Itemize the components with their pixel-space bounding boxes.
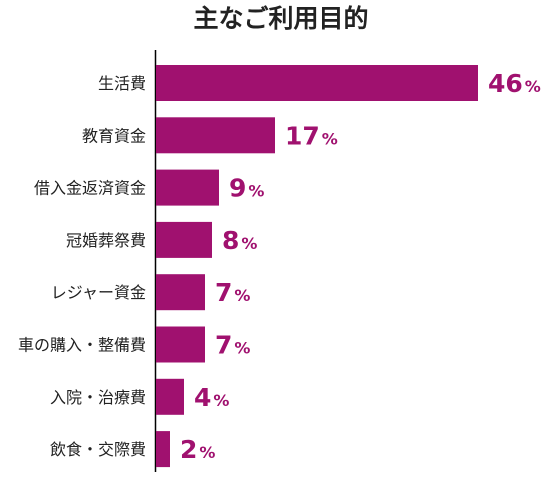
category-label: 教育資金 bbox=[82, 126, 146, 145]
bar bbox=[156, 326, 205, 363]
category-label: 飲食・交際費 bbox=[50, 440, 146, 459]
value-label: 7% bbox=[215, 278, 250, 307]
bar bbox=[156, 65, 478, 101]
value-unit: % bbox=[248, 182, 264, 201]
value-number: 8 bbox=[222, 226, 239, 255]
value-label: 9% bbox=[229, 174, 264, 203]
value-number: 46 bbox=[488, 69, 523, 98]
value-unit: % bbox=[322, 129, 338, 148]
value-unit: % bbox=[241, 234, 257, 253]
value-label: 7% bbox=[215, 331, 250, 360]
bar bbox=[156, 274, 205, 311]
value-unit: % bbox=[525, 77, 541, 96]
category-label: レジャー資金 bbox=[51, 283, 146, 302]
value-label: 17% bbox=[285, 121, 338, 150]
bars-group: 生活費 46 % 教育資金 17 % 借入金返済資金 9 % 冠婚葬祭費 8 % レジャー資金 7 % 車の購… bbox=[18, 65, 541, 468]
bar bbox=[156, 378, 184, 415]
bar bbox=[156, 221, 212, 258]
value-unit: % bbox=[234, 286, 250, 305]
value-label: 46% bbox=[488, 69, 541, 98]
category-label: 入院・治療費 bbox=[50, 388, 146, 407]
category-label: 車の購入・整備費 bbox=[18, 336, 146, 355]
chart-title: 主なご利用目的 bbox=[193, 4, 368, 33]
value-number: 7 bbox=[215, 331, 232, 360]
bar bbox=[156, 169, 219, 206]
category-label: 生活費 bbox=[98, 74, 146, 93]
value-unit: % bbox=[199, 443, 215, 462]
category-label: 冠婚葬祭費 bbox=[66, 231, 146, 250]
value-label: 2% bbox=[180, 435, 215, 464]
value-unit: % bbox=[234, 339, 250, 358]
value-number: 9 bbox=[229, 174, 246, 203]
category-label: 借入金返済資金 bbox=[34, 179, 146, 198]
value-unit: % bbox=[213, 391, 229, 410]
value-number: 2 bbox=[180, 435, 197, 464]
value-label: 4% bbox=[194, 383, 229, 412]
value-number: 17 bbox=[285, 121, 320, 150]
bar bbox=[156, 431, 170, 468]
value-number: 4 bbox=[194, 383, 211, 412]
value-label: 8% bbox=[222, 226, 257, 255]
bar bbox=[156, 117, 275, 154]
value-number: 7 bbox=[215, 278, 232, 307]
